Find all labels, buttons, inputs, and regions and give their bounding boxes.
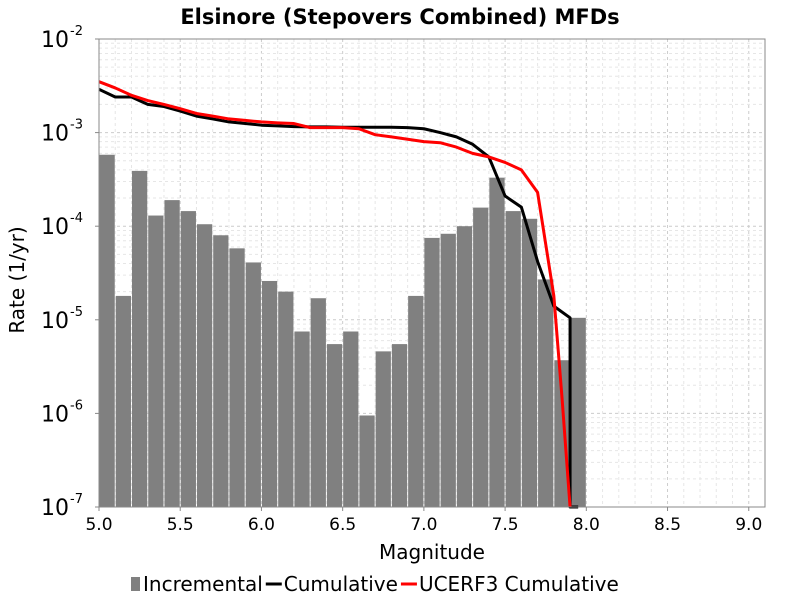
y-tick-label: 10 <box>41 496 69 521</box>
incremental-bar <box>229 248 245 507</box>
x-tick-label: 6.5 <box>329 515 356 535</box>
incremental-bar <box>326 344 343 507</box>
legend-swatch-incremental <box>131 577 140 591</box>
incremental-bar <box>196 224 213 507</box>
incremental-bar <box>213 235 229 507</box>
y-tick-label: 10 <box>41 215 69 240</box>
incremental-bar <box>554 360 570 507</box>
x-tick-label: 5.5 <box>167 515 194 535</box>
incremental-bar <box>261 280 278 507</box>
legend-label-ucerf3-cumulative: UCERF3 Cumulative <box>419 572 619 596</box>
incremental-bar <box>440 233 456 507</box>
y-tick-exponent: -4 <box>70 211 83 226</box>
incremental-bar <box>164 200 180 508</box>
y-tick-label: 10 <box>41 122 69 147</box>
incremental-bar <box>424 237 440 507</box>
x-tick-label: 7.0 <box>410 515 437 535</box>
incremental-bar <box>375 351 391 507</box>
y-axis-label: Rate (1/yr) <box>5 226 29 333</box>
y-axis-ticks: 10-710-610-510-410-310-2 <box>41 24 99 521</box>
legend: Incremental Cumulative UCERF3 Cumulative <box>131 572 619 596</box>
x-tick-label: 8.0 <box>573 515 600 535</box>
incremental-bar <box>148 215 164 507</box>
incremental-bar <box>310 298 326 507</box>
x-tick-label: 7.5 <box>492 515 519 535</box>
incremental-bar <box>99 154 115 507</box>
incremental-bar <box>359 415 375 507</box>
y-tick-label: 10 <box>41 309 69 334</box>
incremental-bar <box>245 262 261 507</box>
incremental-bar <box>505 211 521 508</box>
incremental-bar <box>456 226 473 507</box>
incremental-bar <box>131 170 148 508</box>
legend-label-incremental: Incremental <box>143 572 263 596</box>
y-tick-exponent: -2 <box>70 24 83 39</box>
legend-label-cumulative: Cumulative <box>284 572 398 596</box>
x-tick-label: 9.0 <box>735 515 762 535</box>
incremental-bar <box>115 295 131 507</box>
x-axis-ticks: 5.0 5.5 6.0 6.5 7.0 7.5 8.0 8.5 9.0 <box>85 507 762 535</box>
incremental-bar <box>521 218 538 507</box>
y-tick-exponent: -7 <box>70 492 83 507</box>
x-tick-label: 8.5 <box>654 515 681 535</box>
incremental-bar <box>278 291 294 507</box>
y-tick-exponent: -3 <box>70 118 83 133</box>
chart-title: Elsinore (Stepovers Combined) MFDs <box>180 5 619 29</box>
incremental-bar <box>294 331 310 507</box>
incremental-bar <box>408 295 424 507</box>
incremental-bar <box>570 317 586 507</box>
y-tick-exponent: -6 <box>70 398 83 413</box>
incremental-bar <box>538 279 554 507</box>
cumulative-lines <box>98 80 579 509</box>
x-tick-label: 6.0 <box>248 515 275 535</box>
y-tick-label: 10 <box>41 28 69 53</box>
incremental-bar <box>391 344 408 507</box>
plot-frame <box>98 38 766 508</box>
x-tick-label: 5.0 <box>85 515 112 535</box>
incremental-bars <box>99 154 586 508</box>
incremental-bar <box>180 211 196 508</box>
incremental-bar <box>473 207 489 507</box>
x-axis-label: Magnitude <box>379 540 485 564</box>
incremental-bar <box>343 331 359 507</box>
y-tick-label: 10 <box>41 402 69 427</box>
y-tick-exponent: -5 <box>70 305 83 320</box>
incremental-bar <box>489 177 505 507</box>
ucerf3-cumulative-line <box>98 80 572 508</box>
